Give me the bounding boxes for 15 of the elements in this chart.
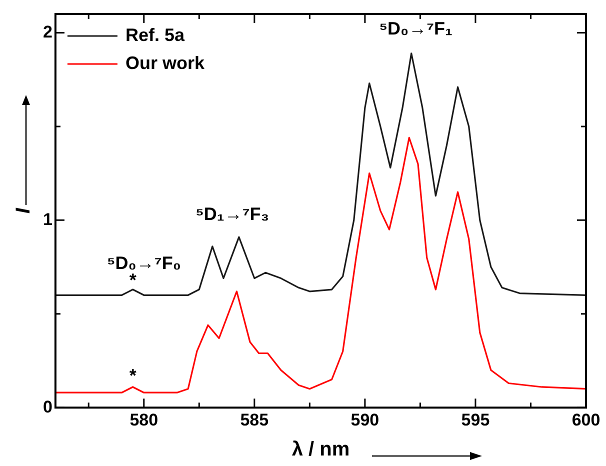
y-tick-label: 0 [42, 397, 52, 416]
y-axis-title: I [12, 208, 35, 214]
y-tick-label: 1 [42, 210, 52, 229]
y-tick-label: 2 [42, 22, 52, 42]
x-tick-label: 580 [130, 410, 158, 430]
annotation: ⁵D₀→⁷F₁ [379, 18, 452, 39]
x-tick-label: 585 [240, 410, 269, 430]
annotation: * [129, 365, 136, 386]
x-tick-label: 600 [572, 410, 600, 430]
x-axis-title: λ / nm [292, 438, 350, 461]
x-tick-label: 595 [461, 410, 490, 430]
legend-label: Ref. 5a [125, 24, 186, 45]
x-tick-label: 590 [350, 410, 380, 430]
legend-label: Our work [125, 52, 206, 73]
annotation: ⁵D₁→⁷F₃ [195, 204, 270, 224]
